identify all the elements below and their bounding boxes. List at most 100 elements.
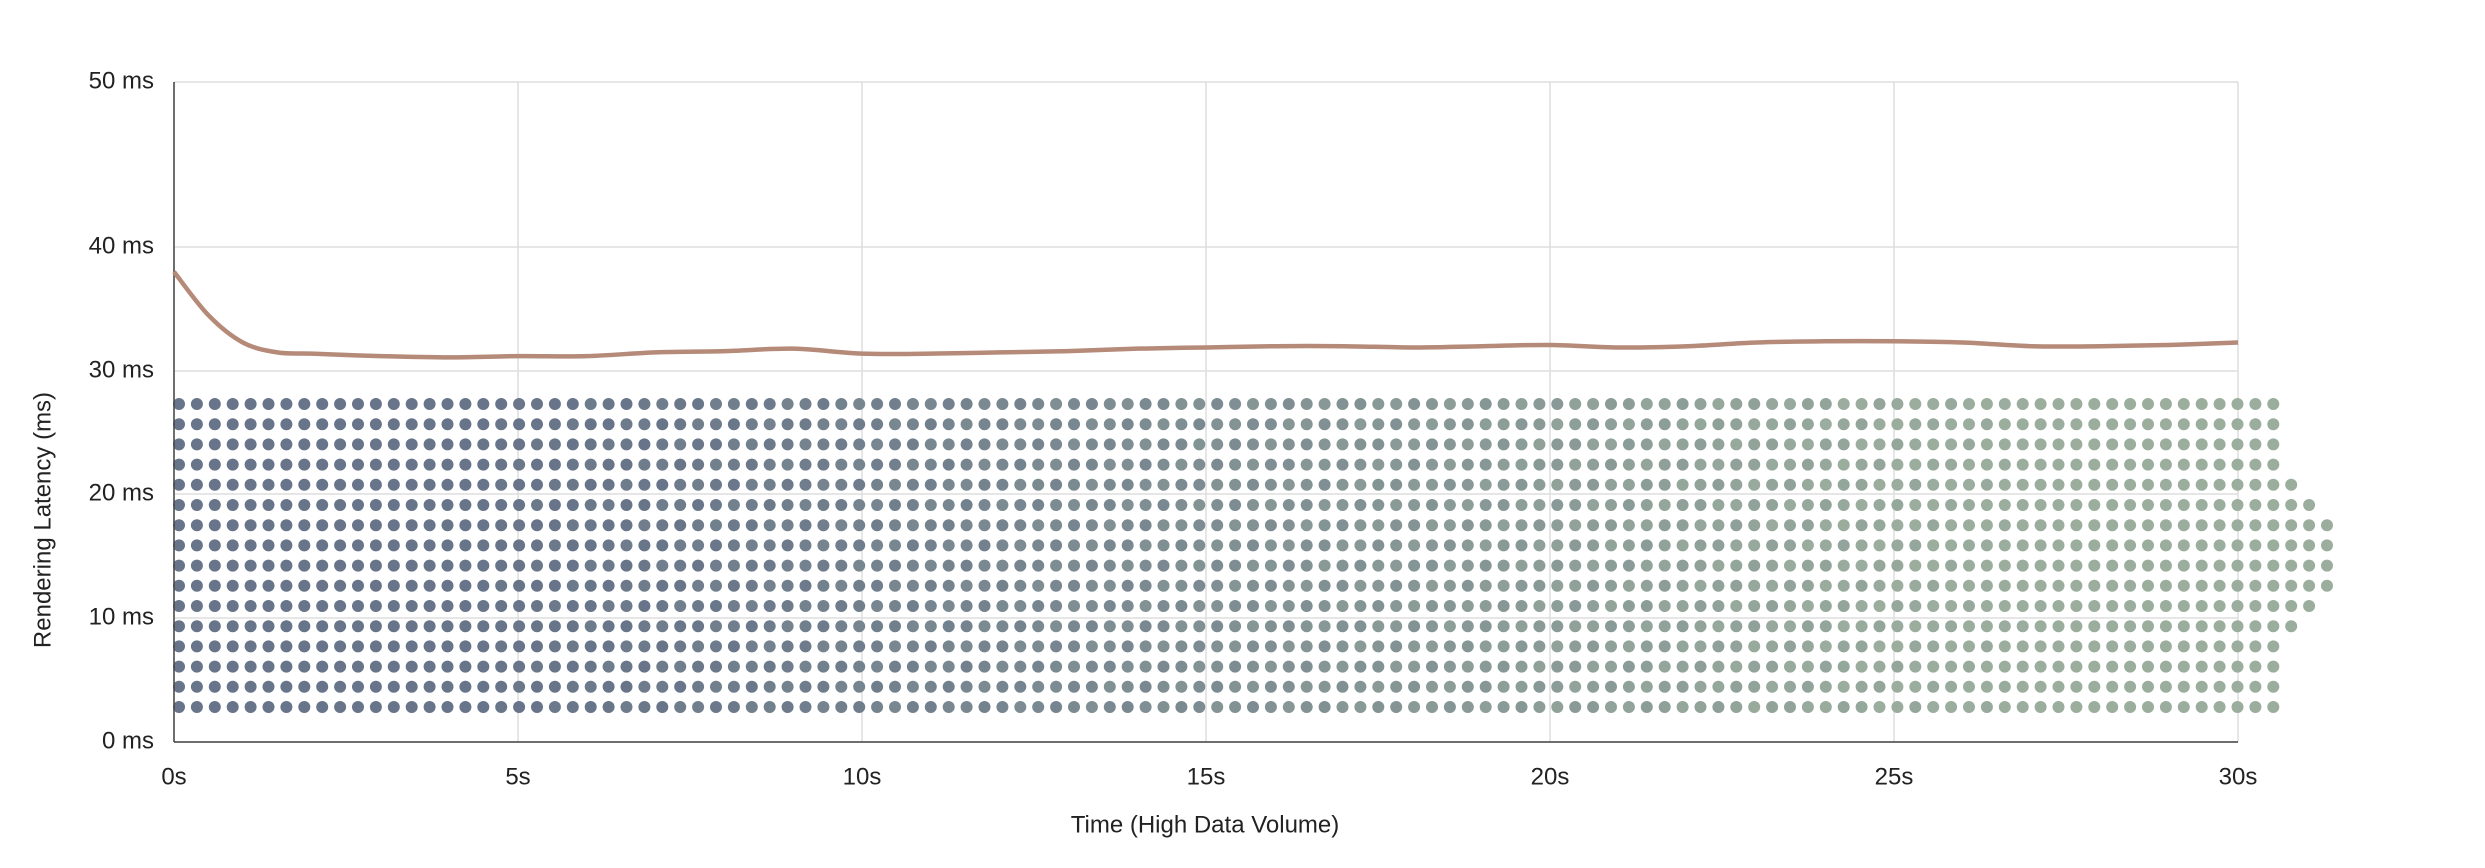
- dot: [2213, 519, 2226, 532]
- dot: [495, 519, 508, 532]
- dot: [1819, 499, 1832, 511]
- dot: [548, 640, 561, 653]
- dot: [1873, 499, 1886, 511]
- dot: [1443, 458, 1456, 471]
- dot: [1050, 519, 1063, 532]
- dot: [1426, 519, 1438, 532]
- dot: [1032, 680, 1045, 693]
- dot: [1855, 640, 1868, 653]
- dot: [2159, 458, 2172, 471]
- dot: [1837, 418, 1850, 431]
- dot: [1354, 519, 1367, 532]
- dot: [334, 559, 347, 572]
- dot: [1443, 600, 1456, 612]
- dot: [871, 418, 884, 431]
- dot: [262, 579, 275, 592]
- dot: [298, 499, 311, 511]
- dot: [1605, 559, 1617, 572]
- dot: [871, 458, 884, 471]
- dot: [2016, 701, 2029, 713]
- dot: [817, 600, 830, 612]
- dot: [1551, 499, 1564, 511]
- dot: [1819, 438, 1832, 451]
- dot: [1193, 579, 1206, 592]
- dot: [1712, 499, 1725, 511]
- dot: [674, 478, 687, 491]
- dot: [1354, 398, 1367, 410]
- dot: [2124, 579, 2137, 592]
- dot: [1891, 559, 1904, 572]
- dot: [1014, 418, 1027, 431]
- dot: [244, 519, 257, 532]
- dot: [1139, 701, 1152, 713]
- dot: [1909, 660, 1922, 673]
- dot: [1354, 418, 1367, 431]
- dot: [1837, 398, 1850, 410]
- dot: [1175, 640, 1188, 653]
- dot: [190, 701, 203, 713]
- dot: [1605, 478, 1617, 491]
- dot: [566, 398, 579, 410]
- dot: [781, 680, 794, 693]
- dot: [352, 499, 364, 511]
- dot: [638, 418, 651, 431]
- dot: [1801, 539, 1814, 552]
- dot: [190, 620, 203, 633]
- dot: [387, 519, 400, 532]
- dot: [1157, 680, 1170, 693]
- dot: [835, 600, 848, 612]
- dot: [334, 660, 347, 673]
- dot: [2124, 701, 2137, 713]
- dot: [2195, 438, 2208, 451]
- dot: [405, 418, 418, 431]
- dot: [727, 458, 740, 471]
- dot: [978, 579, 991, 592]
- dot: [1426, 701, 1438, 713]
- dot: [906, 519, 919, 532]
- dot: [405, 640, 418, 653]
- dot: [1497, 680, 1510, 693]
- dot: [1694, 458, 1707, 471]
- dot: [1300, 499, 1313, 511]
- dot: [1945, 680, 1958, 693]
- dot: [1497, 398, 1510, 410]
- dot: [1426, 600, 1438, 612]
- dot: [710, 519, 722, 532]
- dot: [316, 478, 329, 491]
- dot: [423, 478, 436, 491]
- dot: [1748, 499, 1761, 511]
- dot: [1909, 539, 1922, 552]
- dot: [1390, 519, 1403, 532]
- dot: [1533, 701, 1546, 713]
- dot: [1282, 418, 1295, 431]
- dot: [1855, 600, 1868, 612]
- dot: [1694, 600, 1707, 612]
- dot: [316, 499, 329, 511]
- dot: [2249, 398, 2262, 410]
- dot: [334, 600, 347, 612]
- dot: [352, 701, 364, 713]
- dot: [2016, 559, 2029, 572]
- dot: [763, 418, 776, 431]
- dot: [369, 438, 382, 451]
- dot: [334, 701, 347, 713]
- dot: [942, 478, 955, 491]
- dot: [316, 398, 329, 410]
- dot: [1264, 620, 1277, 633]
- dot: [745, 458, 758, 471]
- dot: [781, 499, 794, 511]
- dot: [1515, 701, 1528, 713]
- dot: [2231, 438, 2244, 451]
- dot: [1318, 579, 1331, 592]
- dot: [1032, 458, 1045, 471]
- dot: [1211, 478, 1224, 491]
- dot: [1640, 398, 1653, 410]
- dot: [226, 539, 239, 552]
- dot: [727, 579, 740, 592]
- dot: [548, 418, 561, 431]
- dot: [262, 519, 275, 532]
- dot: [262, 398, 275, 410]
- dot: [226, 478, 239, 491]
- dot: [2106, 418, 2119, 431]
- dot: [1157, 418, 1170, 431]
